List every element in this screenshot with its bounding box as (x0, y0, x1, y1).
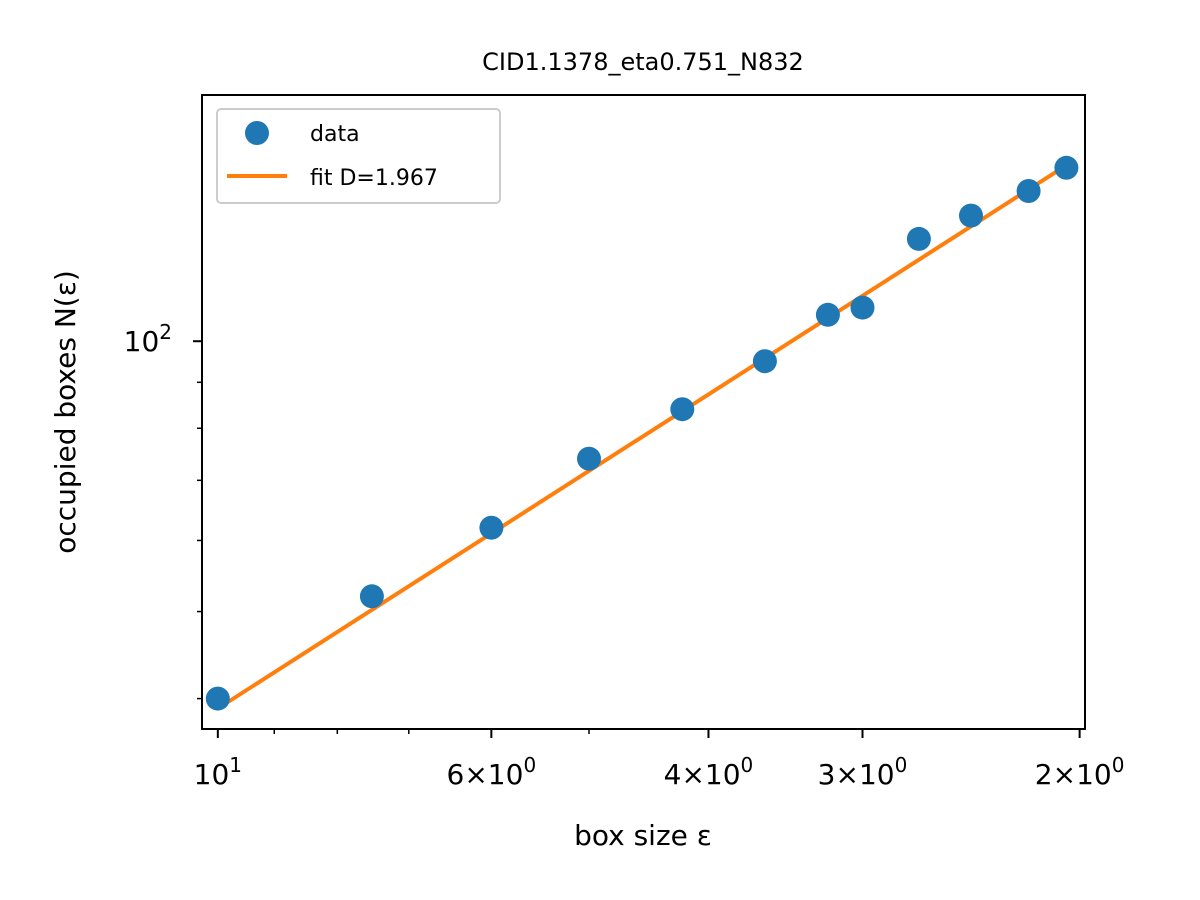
data-point (815, 302, 840, 327)
y-tick-label: 102 (124, 320, 172, 358)
series-layer (205, 155, 1079, 711)
x-axis-label: box size ε (574, 819, 712, 852)
legend-data-label: data (310, 122, 360, 147)
data-point (670, 397, 695, 422)
data-point (205, 686, 230, 711)
legend-fit-label: fit D=1.967 (310, 166, 438, 191)
x-tick-label: 101 (194, 753, 242, 791)
data-point (577, 446, 601, 471)
data-point (752, 349, 777, 374)
chart-title: CID1.1378_eta0.751_N832 (482, 48, 804, 76)
axes-frame (201, 94, 1086, 730)
data-point (906, 226, 931, 251)
legend: data fit D=1.967 (216, 108, 501, 204)
data-point (1016, 179, 1041, 203)
x-tick-label: 3×100 (818, 753, 908, 791)
x-tick-label: 4×100 (664, 753, 754, 791)
y-axis-label: occupied boxes N(ε) (49, 270, 82, 554)
data-point (359, 584, 384, 609)
x-tick-label: 2×100 (1035, 753, 1125, 791)
ticks-layer: 101 6×100 4×100 3×100 2×100 102 (124, 320, 1125, 791)
legend-box (216, 108, 501, 204)
data-point (850, 295, 875, 320)
data-point (479, 515, 504, 540)
legend-data-marker (245, 121, 269, 145)
data-point (959, 203, 983, 228)
fit-line (216, 163, 1068, 711)
data-point (1054, 155, 1079, 180)
x-tick-label: 6×100 (447, 753, 537, 791)
